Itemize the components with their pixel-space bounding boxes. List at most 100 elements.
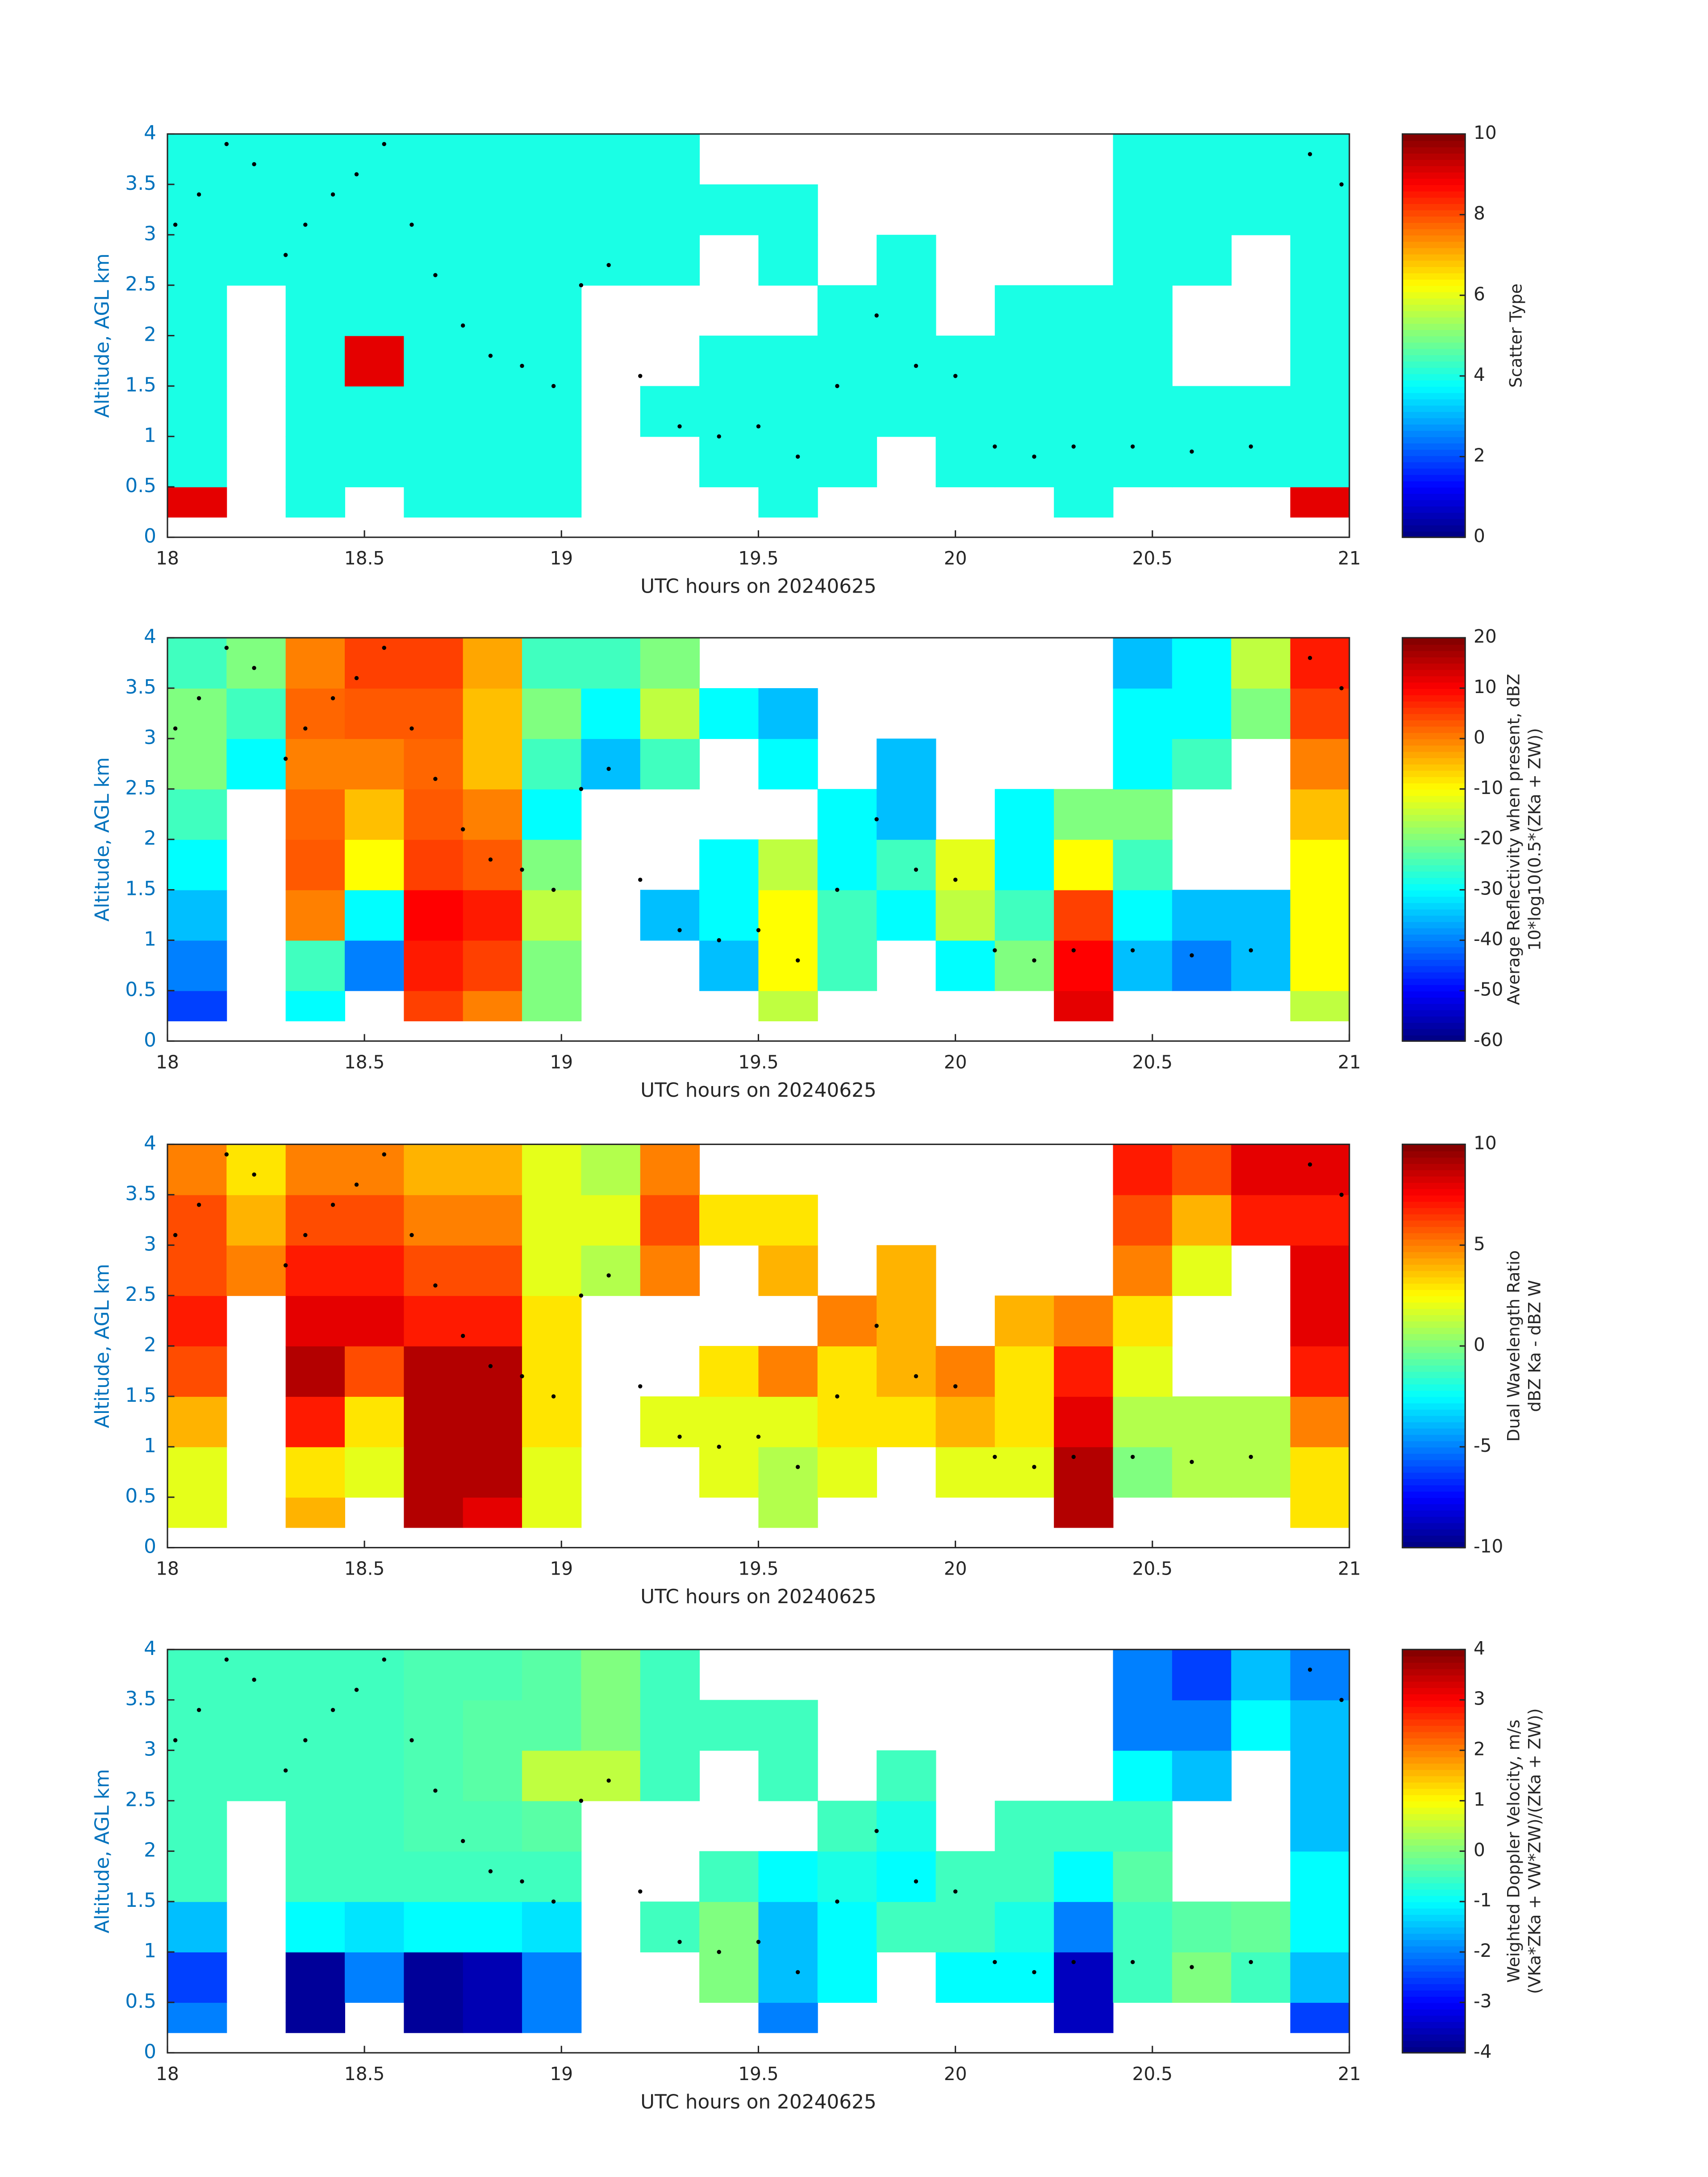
marker-dot (284, 1768, 288, 1773)
heatmap-cell (935, 335, 995, 387)
heatmap-cell (404, 1245, 464, 1296)
heatmap-cell (522, 2002, 582, 2033)
colorbar-swatch (1402, 1022, 1466, 1029)
marker-dot (330, 192, 335, 197)
colorbar-swatch (1402, 134, 1466, 141)
heatmap-cell (1172, 1245, 1232, 1296)
marker-dot (284, 756, 288, 761)
colorbar-swatch (1402, 776, 1466, 784)
heatmap-cell (226, 738, 286, 790)
heatmap-cell (1113, 940, 1173, 991)
heatmap-cell (699, 1901, 759, 1953)
heatmap-cell (285, 436, 345, 488)
x-tick-label: 19.5 (738, 1051, 778, 1073)
heatmap-cell (167, 184, 227, 235)
colorbar-tick-label: 20 (1474, 626, 1497, 647)
heatmap-cell (935, 890, 995, 941)
heatmap-cell (640, 638, 700, 689)
heatmap-cell (522, 1851, 582, 1902)
heatmap-cell (522, 436, 582, 488)
heatmap-cell (522, 789, 582, 840)
colorbar-swatch (1402, 1983, 1466, 1991)
colorbar-swatch (1402, 1788, 1466, 1795)
heatmap-cell (935, 1396, 995, 1447)
heatmap-cell (1290, 1396, 1350, 1447)
y-tick-label: 0.5 (125, 1990, 156, 2013)
colorbar-swatch (1402, 745, 1466, 752)
heatmap-cell (994, 1901, 1055, 1953)
heatmap-cell (758, 1851, 818, 1902)
heatmap-cell (285, 1144, 345, 1195)
y-tick-label: 1 (144, 1434, 156, 1457)
heatmap-cell (1231, 386, 1291, 437)
heatmap-cell (640, 1750, 700, 1801)
marker-dot (638, 374, 643, 378)
marker-dot (835, 1899, 839, 1904)
heatmap-cell (1290, 1901, 1350, 1953)
colorbar-swatch (1402, 883, 1466, 891)
y-tick-label: 2.5 (125, 777, 156, 799)
heatmap-cell (404, 285, 464, 336)
marker-dot (1190, 953, 1194, 958)
heatmap-cell (994, 1446, 1055, 1498)
heatmap-cell (463, 890, 522, 941)
marker-dot (606, 766, 611, 771)
colorbar-swatch (1402, 1484, 1466, 1492)
heatmap-cell (1290, 839, 1350, 890)
colorbar-swatch (1402, 915, 1466, 922)
heatmap-cell (758, 1700, 818, 1751)
colorbar-tick-label: 5 (1474, 1233, 1485, 1254)
colorbar-swatch (1402, 1283, 1466, 1290)
colorbar-swatch (1402, 1939, 1466, 1947)
colorbar-swatch (1402, 279, 1466, 286)
marker-dot (433, 1788, 438, 1793)
y-tick-label: 2.5 (125, 1283, 156, 1306)
colorbar-swatch (1402, 782, 1466, 790)
x-tick-label: 20 (944, 1558, 967, 1579)
heatmap-cell (1290, 2002, 1350, 2033)
colorbar-swatch (1402, 719, 1466, 727)
y-tick-label: 4 (144, 1132, 156, 1155)
x-tick-label: 18.5 (344, 2063, 384, 2085)
colorbar-swatch (1402, 1522, 1466, 1529)
colorbar-swatch (1402, 1182, 1466, 1189)
heatmap-cell (758, 1245, 818, 1296)
colorbar-swatch (1402, 354, 1466, 362)
heatmap-cell (226, 134, 286, 185)
marker-dot (1071, 1454, 1076, 1459)
heatmap-cell (167, 2002, 227, 2033)
colorbar-swatch (1402, 209, 1466, 217)
marker-dot (551, 1899, 556, 1904)
colorbar-swatch (1402, 1403, 1466, 1410)
marker-dot (196, 1708, 201, 1712)
heatmap-cell (1054, 890, 1114, 941)
colorbar-swatch (1402, 291, 1466, 299)
y-tick-label: 3 (144, 1233, 156, 1255)
x-tick-label: 21 (1338, 1558, 1361, 1579)
heatmap-cell (167, 839, 227, 890)
marker-dot (1071, 444, 1076, 449)
heatmap-cell (817, 940, 877, 991)
heatmap-cell (226, 638, 286, 689)
marker-dot (606, 1778, 611, 1783)
colorbar-tick-label: -5 (1474, 1435, 1492, 1456)
heatmap-cell (1290, 1750, 1350, 1801)
marker-dot (284, 1263, 288, 1268)
marker-dot (1339, 1697, 1344, 1702)
colorbar-swatch (1402, 701, 1466, 708)
heatmap-cell (522, 234, 582, 286)
heatmap-cell (463, 1195, 522, 1246)
colorbar-swatch (1402, 285, 1466, 292)
marker-dot (795, 1970, 800, 1974)
colorbar-swatch (1402, 216, 1466, 223)
heatmap-cell (758, 1750, 818, 1801)
heatmap-cell (285, 1396, 345, 1447)
heatmap-cell (1113, 1952, 1173, 2003)
heatmap-cell (1113, 1851, 1173, 1902)
colorbar-swatch (1402, 228, 1466, 236)
heatmap-cell (1172, 1446, 1232, 1498)
heatmap-cell (522, 1952, 582, 2003)
heatmap-cell (699, 1700, 759, 1751)
marker-dot (224, 1152, 229, 1157)
